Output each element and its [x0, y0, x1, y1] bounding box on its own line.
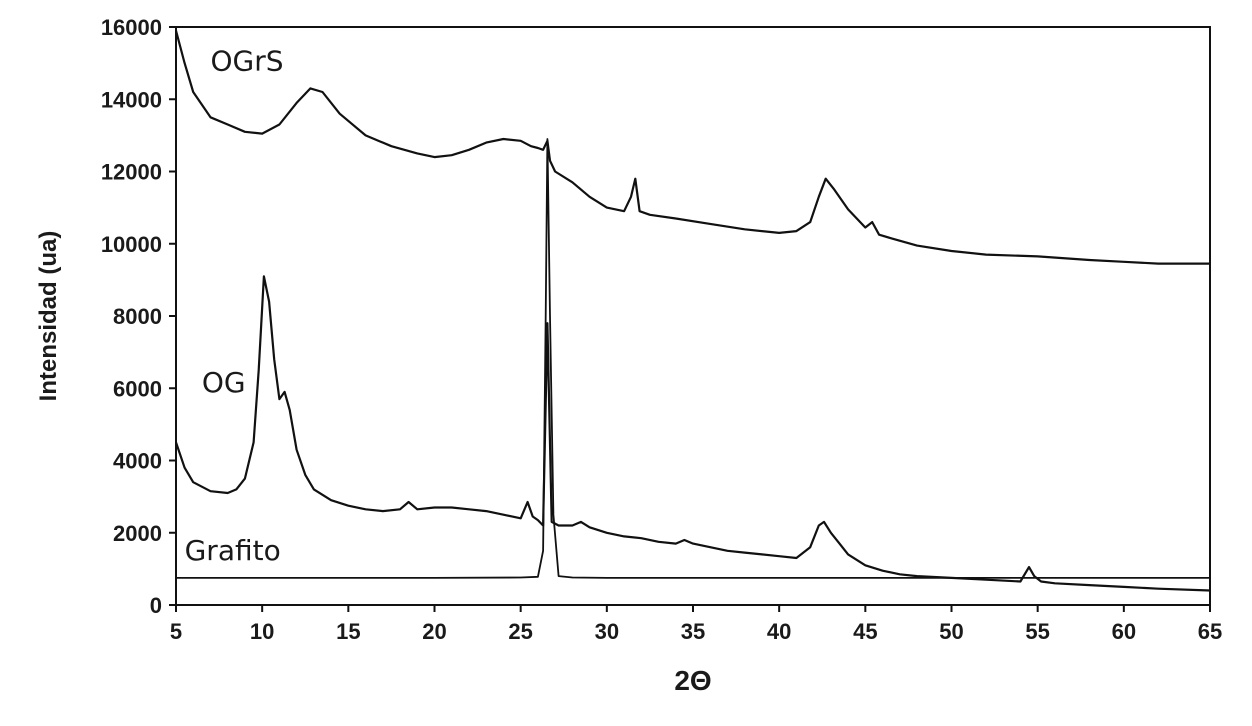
y-tick-label: 8000: [113, 304, 162, 329]
series-labels: OGrS OG Grafito: [185, 44, 284, 566]
x-tick-label: 65: [1198, 619, 1222, 644]
series-line-og: [174, 275, 1211, 592]
x-tick-label: 45: [853, 619, 877, 644]
y-tick-label: 0: [150, 593, 162, 618]
series-label-ogrs: OGrS: [210, 44, 283, 77]
y-tick-label: 12000: [101, 160, 162, 185]
y-tick-label: 14000: [101, 87, 162, 112]
y-tick-label: 10000: [101, 232, 162, 257]
y-axis-title: Intensidad (ua): [35, 231, 62, 402]
y-tick-label: 4000: [113, 449, 162, 474]
y-tick-label: 2000: [113, 521, 162, 546]
x-tick-label: 60: [1112, 619, 1136, 644]
x-axis-ticks: 5 10 15 20 25 30 35 40 45 50 55 60 65: [170, 605, 1222, 644]
x-axis-title: 2Θ: [674, 665, 711, 696]
series-line-grafito: [176, 138, 1210, 579]
plot-frame: [175, 26, 1211, 606]
x-tick-label: 25: [508, 619, 532, 644]
x-tick-label: 50: [939, 619, 963, 644]
series-label-og: OG: [202, 366, 246, 399]
y-axis-ticks: 0 2000 4000 6000 8000 10000 12000 14000 16000: [101, 15, 176, 618]
series-line-ogrs: [174, 30, 1210, 265]
series-label-grafito: Grafito: [185, 534, 281, 567]
x-tick-label: 5: [170, 619, 182, 644]
x-tick-label: 40: [767, 619, 791, 644]
x-tick-label: 30: [595, 619, 619, 644]
x-tick-label: 20: [422, 619, 446, 644]
x-tick-label: 15: [336, 619, 360, 644]
x-tick-label: 10: [250, 619, 274, 644]
series-layer: [174, 30, 1211, 592]
x-tick-label: 55: [1025, 619, 1049, 644]
x-tick-label: 35: [681, 619, 705, 644]
y-tick-label: 16000: [101, 15, 162, 40]
y-tick-label: 6000: [113, 376, 162, 401]
